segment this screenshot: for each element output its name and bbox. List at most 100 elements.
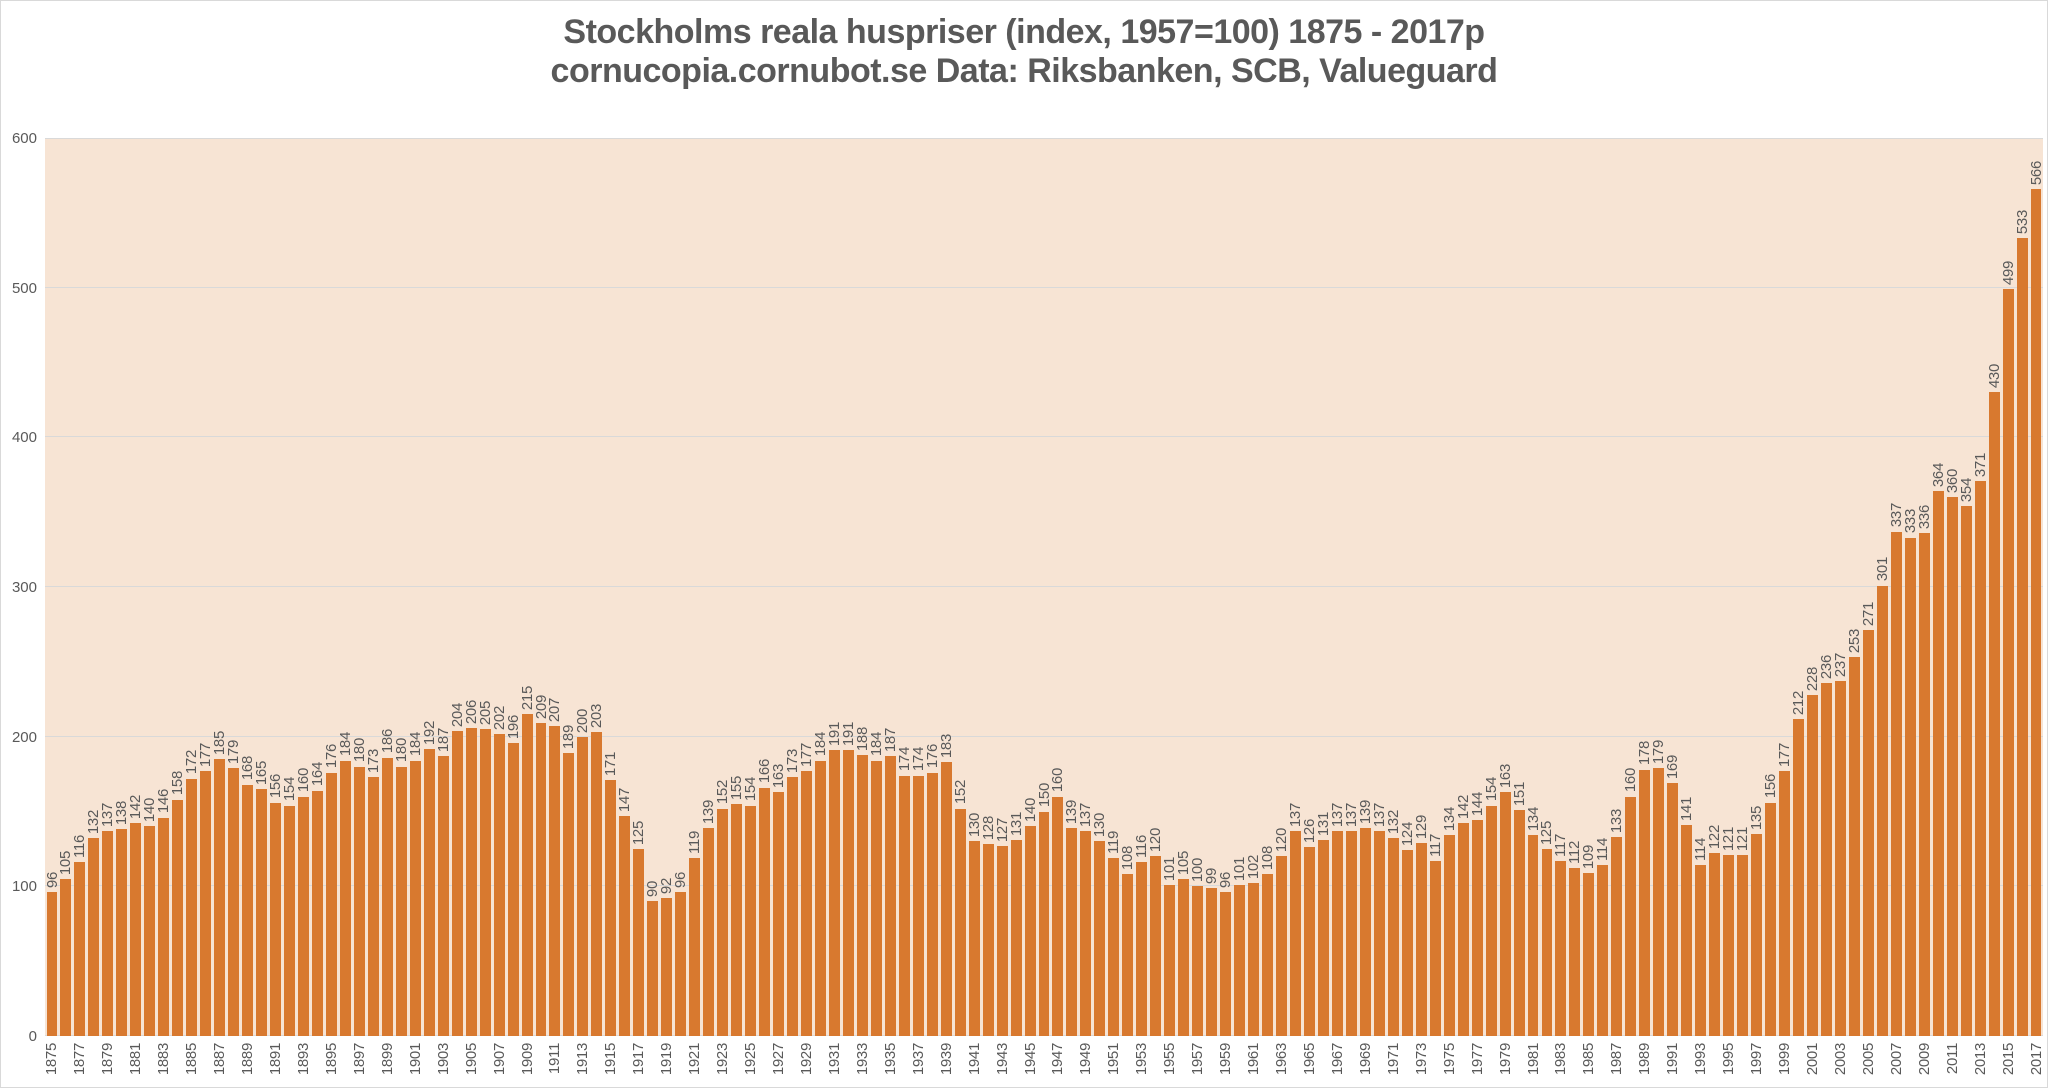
bar-value-label: 125 [630,820,648,845]
x-tick-label: 1893 [294,1043,312,1076]
x-tick-label: 1881 [127,1043,145,1076]
x-tick-label: 1945 [1021,1043,1039,1076]
bar-2003 [1834,681,1846,1036]
bar-1906 [479,729,491,1036]
bar-1884 [172,799,184,1036]
x-tick-label: 1937 [909,1043,927,1076]
bar-1885 [186,778,198,1036]
bar-1982 [1541,848,1553,1036]
bar-value-label: 253 [1845,629,1863,654]
x-tick-label: 1995 [1720,1043,1738,1076]
bar-value-label: 207 [546,698,564,723]
bar-1977 [1471,820,1483,1036]
bar-1941 [968,841,980,1036]
bar-1892 [284,805,295,1036]
bar-2017 [2030,188,2042,1036]
x-tick-label: 1963 [1273,1043,1291,1076]
x-tick-label: 1993 [1692,1043,1710,1076]
bar-1967 [1331,830,1343,1036]
bar-1973 [1415,842,1427,1036]
x-tick-label: 1913 [574,1043,592,1076]
x-tick-label: 1975 [1440,1043,1458,1076]
bar-1924 [731,804,743,1036]
x-tick-label: 1953 [1133,1043,1151,1076]
chart-title-line1: Stockholms reala huspriser (index, 1957=… [563,13,1485,51]
x-tick-label: 1921 [686,1043,704,1076]
x-tick-label: 1971 [1384,1043,1402,1076]
x-tick-label: 1915 [602,1043,620,1076]
bar-1928 [787,777,798,1036]
x-tick-label: 2015 [1999,1043,2017,1076]
bar-1943 [996,845,1008,1036]
bar-1980 [1513,810,1525,1036]
bar-1913 [577,736,589,1036]
y-tick-label: 100 [11,878,37,896]
bar-1958 [1206,887,1218,1036]
bar-2010 [1932,491,1944,1036]
bar-value-label: 96 [672,872,690,889]
bar-1979 [1499,792,1511,1036]
x-tick-label: 1999 [1776,1043,1794,1076]
bar-1887 [214,759,226,1036]
bar-1922 [703,827,715,1036]
bar-1921 [689,857,701,1036]
x-tick-label: 1935 [881,1043,899,1076]
bar-2004 [1848,657,1860,1036]
bar-2002 [1820,682,1832,1036]
bar-1936 [898,775,910,1036]
bar-1908 [507,742,519,1036]
bar-1919 [661,898,673,1036]
bar-1961 [1248,883,1260,1036]
bar-1994 [1709,853,1721,1036]
bar-1877 [74,862,86,1036]
bar-value-label: 499 [1999,261,2017,286]
bar-1882 [144,826,156,1036]
y-tick-label: 500 [11,279,37,297]
x-tick-label: 1879 [99,1043,117,1076]
x-tick-label: 1997 [1748,1043,1766,1076]
bar-1978 [1485,805,1497,1036]
bar-value-label: 301 [1873,557,1891,582]
x-tick-label: 2003 [1831,1043,1849,1076]
x-tick-label: 1875 [43,1043,61,1076]
bar-1969 [1359,827,1371,1036]
bar-1989 [1639,769,1651,1036]
y-tick-label: 300 [11,579,37,596]
x-tick-label: 1923 [714,1043,732,1076]
bar-1945 [1024,826,1036,1036]
bar-1934 [870,760,882,1036]
bar-value-label: 354 [1957,478,1975,503]
bar-1890 [256,789,268,1036]
bar-1972 [1401,850,1413,1036]
bar-1935 [884,756,896,1036]
bar-1896 [339,760,351,1036]
x-tick-label: 1885 [183,1043,201,1076]
bar-value-label: 133 [1608,808,1626,833]
bar-value-label: 566 [2027,160,2045,185]
x-tick-label: 1941 [965,1043,983,1076]
bar-value-label: 371 [1971,452,1989,477]
bar-1875 [46,892,58,1036]
bar-1993 [1695,865,1707,1036]
x-tick-label: 1947 [1049,1043,1067,1076]
x-tick-label: 1927 [770,1043,788,1076]
x-tick-label: 1907 [490,1043,508,1076]
x-tick-label: 2005 [1859,1043,1877,1076]
bar-1893 [298,796,309,1036]
x-tick-label: 1899 [378,1043,396,1076]
bar-value-label: 120 [1273,828,1291,853]
bar-value-label: 160 [1622,768,1640,793]
bar-1898 [367,777,379,1036]
bar-1894 [311,790,323,1036]
x-tick-label: 1981 [1524,1043,1542,1076]
bar-1876 [60,878,72,1036]
x-tick-label: 1951 [1105,1043,1123,1076]
x-tick-label: 1969 [1356,1043,1374,1076]
bar-1889 [242,784,254,1036]
bar-2016 [2016,238,2028,1036]
bar-1955 [1164,884,1176,1036]
bar-1990 [1653,768,1665,1036]
bar-1914 [591,732,603,1036]
bar-1920 [675,892,687,1036]
x-tick-label: 1955 [1161,1043,1179,1076]
